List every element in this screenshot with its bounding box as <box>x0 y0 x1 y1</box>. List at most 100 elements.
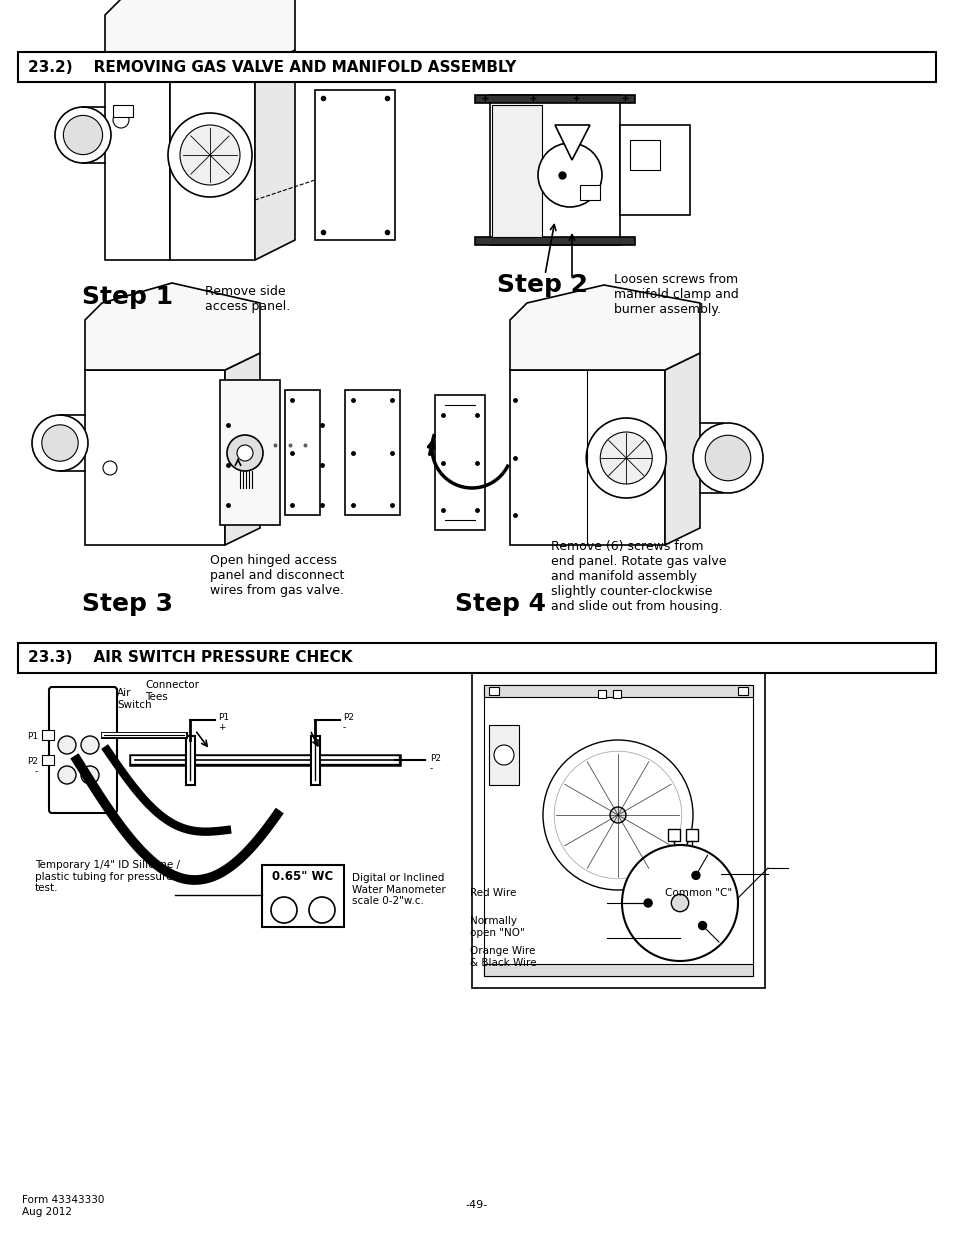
Bar <box>42 730 54 740</box>
Circle shape <box>309 897 335 923</box>
Circle shape <box>103 461 117 475</box>
Circle shape <box>704 435 750 480</box>
Text: P2
-: P2 - <box>430 755 440 773</box>
Bar <box>262 864 344 927</box>
Circle shape <box>609 806 625 823</box>
Bar <box>492 105 541 237</box>
Text: Normally
open "NO": Normally open "NO" <box>470 916 524 937</box>
Bar <box>345 390 399 515</box>
Text: P1
+: P1 + <box>218 713 229 732</box>
Polygon shape <box>105 49 294 70</box>
Circle shape <box>599 432 652 484</box>
Polygon shape <box>664 353 700 545</box>
Polygon shape <box>510 370 664 545</box>
Circle shape <box>236 445 253 461</box>
Circle shape <box>168 112 252 198</box>
Polygon shape <box>555 125 589 161</box>
Polygon shape <box>85 283 260 370</box>
Bar <box>112 105 132 117</box>
Circle shape <box>542 740 692 890</box>
Circle shape <box>32 415 88 471</box>
Text: Orange Wire
& Black Wire: Orange Wire & Black Wire <box>470 946 536 967</box>
Circle shape <box>55 107 111 163</box>
Circle shape <box>494 745 514 764</box>
Bar <box>18 643 935 673</box>
Circle shape <box>42 425 78 461</box>
Text: P2
-: P2 - <box>343 713 354 732</box>
Circle shape <box>692 424 762 493</box>
Bar <box>42 755 54 764</box>
Polygon shape <box>105 70 170 261</box>
Bar <box>598 690 605 698</box>
Text: Red Wire: Red Wire <box>470 888 516 898</box>
Bar <box>489 725 518 785</box>
Circle shape <box>112 112 129 128</box>
Text: Remove (6) screws from
end panel. Rotate gas valve
and manifold assembly
slightl: Remove (6) screws from end panel. Rotate… <box>551 540 726 613</box>
Text: Step 2: Step 2 <box>497 273 587 296</box>
Bar <box>285 390 319 515</box>
Bar <box>314 90 395 240</box>
Text: Open hinged access
panel and disconnect
wires from gas valve.: Open hinged access panel and disconnect … <box>210 555 344 597</box>
Bar <box>435 395 484 530</box>
Text: Step 3: Step 3 <box>82 592 172 616</box>
Circle shape <box>81 736 99 755</box>
Circle shape <box>691 872 700 879</box>
Bar <box>483 685 752 697</box>
Polygon shape <box>85 370 225 545</box>
Bar <box>220 380 280 525</box>
Text: Connector
Tees: Connector Tees <box>145 680 199 701</box>
Circle shape <box>643 899 652 906</box>
Text: Loosen screws from
manifold clamp and
burner assembly.: Loosen screws from manifold clamp and bu… <box>614 273 738 316</box>
Text: -49-: -49- <box>465 1200 488 1210</box>
Circle shape <box>271 897 296 923</box>
Circle shape <box>698 921 706 930</box>
Bar <box>629 140 659 170</box>
Text: Temporary 1/4" ID Silicone /
plastic tubing for pressure
test.: Temporary 1/4" ID Silicone / plastic tub… <box>35 860 180 893</box>
Polygon shape <box>510 353 700 370</box>
Bar <box>667 829 679 841</box>
Bar <box>489 687 498 695</box>
Bar <box>490 95 619 245</box>
Text: Step 1: Step 1 <box>82 285 172 309</box>
Text: Air
Switch: Air Switch <box>117 688 152 710</box>
Text: 0.65" WC: 0.65" WC <box>273 869 334 883</box>
Bar <box>685 829 698 841</box>
Text: 23.3)    AIR SWITCH PRESSURE CHECK: 23.3) AIR SWITCH PRESSURE CHECK <box>28 651 352 666</box>
Text: Digital or Inclined
Water Manometer
scale 0-2"w.c.: Digital or Inclined Water Manometer scal… <box>352 873 445 906</box>
Circle shape <box>537 143 601 207</box>
Bar <box>475 237 635 245</box>
Circle shape <box>63 115 103 154</box>
Polygon shape <box>170 70 254 261</box>
Polygon shape <box>254 49 294 261</box>
Polygon shape <box>225 353 260 545</box>
Polygon shape <box>85 353 260 370</box>
Text: 23.2)    REMOVING GAS VALVE AND MANIFOLD ASSEMBLY: 23.2) REMOVING GAS VALVE AND MANIFOLD AS… <box>28 59 516 74</box>
Circle shape <box>671 894 688 911</box>
Circle shape <box>621 845 738 961</box>
Circle shape <box>554 751 681 879</box>
Circle shape <box>180 125 240 185</box>
Text: Step 4: Step 4 <box>455 592 545 616</box>
Text: P2
-: P2 - <box>27 757 38 777</box>
Circle shape <box>586 417 665 498</box>
Bar <box>18 52 935 82</box>
Text: P1: P1 <box>27 732 38 741</box>
Bar <box>738 687 747 695</box>
Bar <box>483 685 752 976</box>
Bar <box>619 125 689 215</box>
Circle shape <box>58 736 76 755</box>
Bar <box>483 965 752 976</box>
Text: Remove side
access panel.: Remove side access panel. <box>205 285 290 312</box>
Polygon shape <box>510 285 700 370</box>
Bar <box>613 690 620 698</box>
Circle shape <box>227 435 263 471</box>
Bar <box>579 185 599 200</box>
Polygon shape <box>105 0 294 70</box>
Text: Form 43343330
Aug 2012: Form 43343330 Aug 2012 <box>22 1195 104 1216</box>
Text: Common "C": Common "C" <box>664 888 731 898</box>
FancyBboxPatch shape <box>49 687 117 813</box>
Circle shape <box>81 766 99 784</box>
Bar <box>475 95 635 103</box>
Bar <box>472 673 764 988</box>
Circle shape <box>58 766 76 784</box>
